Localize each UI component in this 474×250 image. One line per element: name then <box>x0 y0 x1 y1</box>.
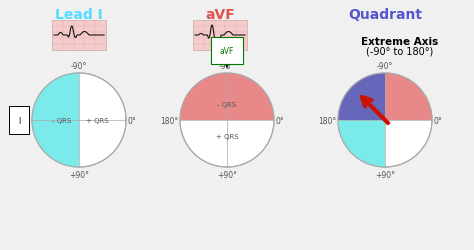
Polygon shape <box>32 120 79 167</box>
Polygon shape <box>180 74 227 120</box>
Text: aVF: aVF <box>220 47 234 56</box>
Text: + QRS: + QRS <box>216 134 238 140</box>
Text: Extreme Axis: Extreme Axis <box>361 37 438 47</box>
Text: 180°: 180° <box>160 116 178 125</box>
Text: +90°: +90° <box>69 170 89 179</box>
Bar <box>193 21 247 51</box>
Text: +90°: +90° <box>375 170 395 179</box>
Text: - QRS: - QRS <box>218 101 237 107</box>
Text: Quadrant: Quadrant <box>348 8 422 22</box>
Circle shape <box>180 74 274 167</box>
Text: 0°: 0° <box>128 116 137 125</box>
Text: Lead I: Lead I <box>55 8 103 22</box>
Text: + QRS: + QRS <box>85 118 108 124</box>
Circle shape <box>32 74 126 167</box>
Polygon shape <box>227 74 274 120</box>
Text: -90°: -90° <box>219 62 235 71</box>
Text: (-90° to 180°): (-90° to 180°) <box>366 46 434 56</box>
Text: I: I <box>18 116 20 125</box>
Text: 180°: 180° <box>318 116 336 125</box>
Text: 0°: 0° <box>434 116 443 125</box>
Text: aVF: aVF <box>205 8 235 22</box>
Polygon shape <box>338 74 385 120</box>
Polygon shape <box>338 120 385 167</box>
Text: +90°: +90° <box>217 170 237 179</box>
Circle shape <box>338 74 432 167</box>
Text: -90°: -90° <box>377 62 393 71</box>
Text: - QRS: - QRS <box>52 118 71 124</box>
Polygon shape <box>385 74 432 120</box>
Text: 0°: 0° <box>276 116 285 125</box>
Text: -90°: -90° <box>71 62 87 71</box>
Bar <box>52 21 106 51</box>
Polygon shape <box>32 74 79 120</box>
Text: 180°: 180° <box>12 116 30 125</box>
